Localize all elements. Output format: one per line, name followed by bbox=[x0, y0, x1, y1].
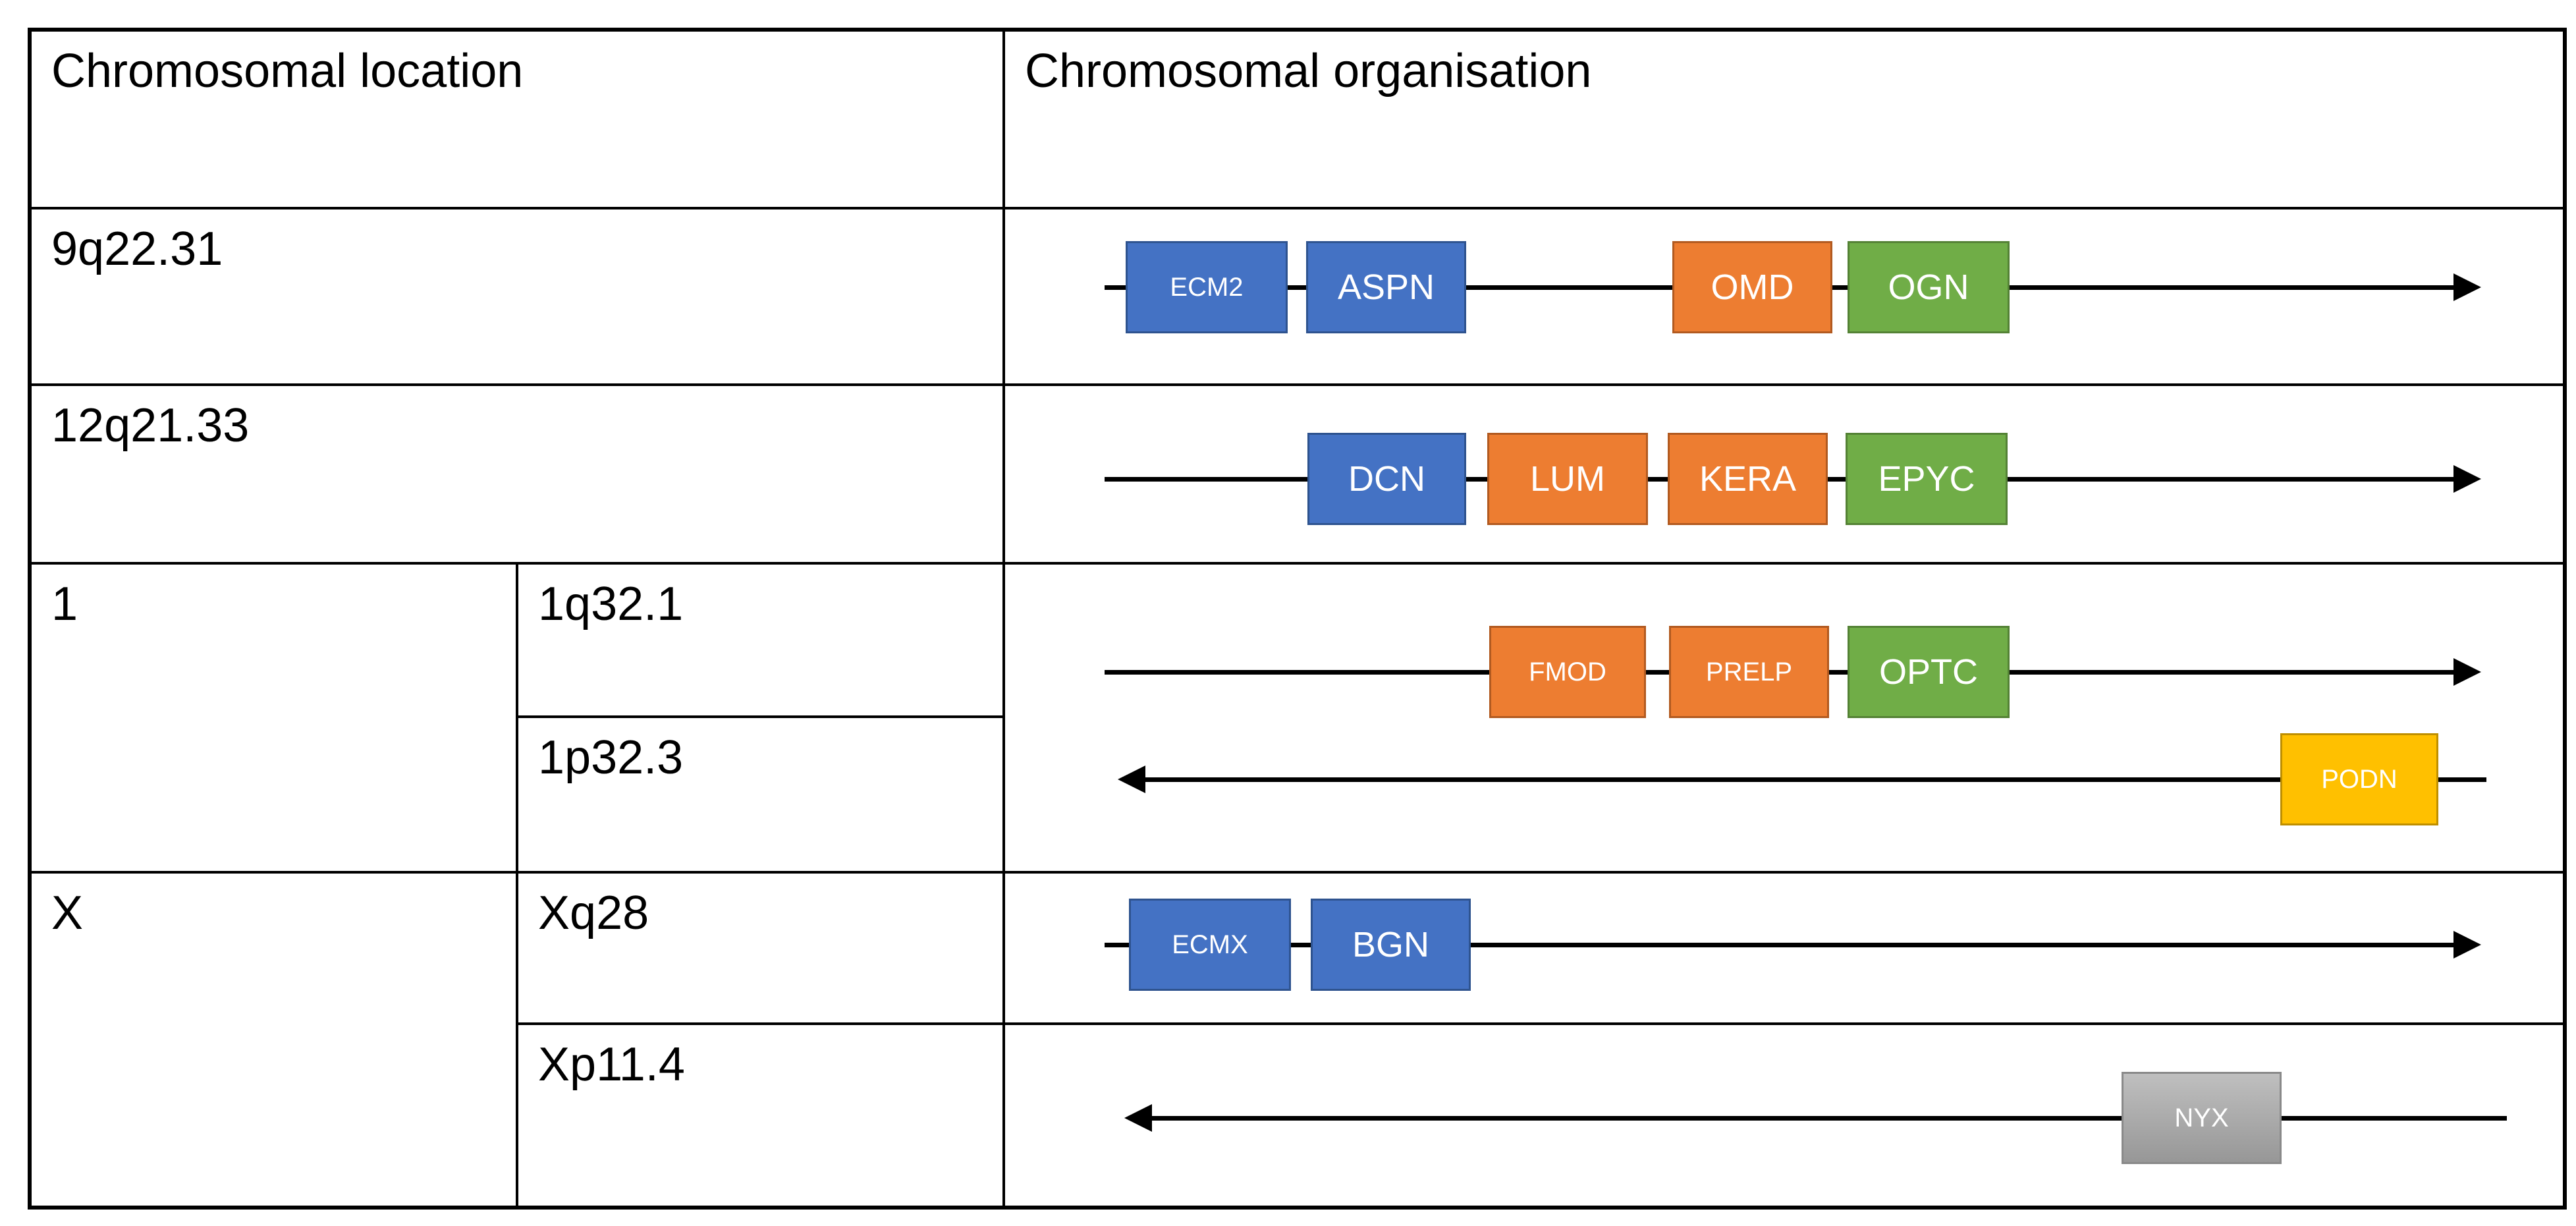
gene-box-aspn: ASPN bbox=[1306, 241, 1466, 333]
location-label-xq28: Xq28 bbox=[516, 871, 1005, 1025]
location-label-1q32-1: 1q32.1 bbox=[516, 562, 1005, 718]
organisation-cell-9q22-31: ECM2 ASPN OMD OGN bbox=[1002, 207, 2566, 386]
gene-box-fmod: FMOD bbox=[1489, 626, 1646, 718]
gene-box-epyc: EPYC bbox=[1846, 433, 2008, 525]
arrowhead-right-icon bbox=[2453, 273, 2481, 301]
row-xq28: X Xq28 ECMX BGN bbox=[28, 871, 2566, 1209]
gene-box-optc: OPTC bbox=[1848, 626, 2010, 718]
organisation-cell-chr1: FMOD PRELP OPTC PODN bbox=[1002, 562, 2566, 874]
gene-box-nyx: NYX bbox=[2122, 1072, 2282, 1164]
organisation-cell-xp11-4: NYX bbox=[1002, 1022, 2566, 1209]
arrowhead-left-icon bbox=[1118, 766, 1145, 793]
location-label-9q22-31: 9q22.31 bbox=[28, 207, 1005, 386]
row-1p32-3: 1p32.3 bbox=[30, 715, 2565, 874]
arrowhead-right-icon bbox=[2453, 931, 2481, 959]
header-chromosomal-organisation: Chromosomal organisation bbox=[1002, 28, 2566, 209]
gene-box-podn: PODN bbox=[2280, 733, 2438, 825]
row-12q21-33: 12q21.33 DCN LUM KERA EPYC bbox=[28, 383, 2566, 565]
gene-box-bgn: BGN bbox=[1311, 899, 1471, 991]
gene-track-line bbox=[1105, 943, 2457, 947]
location-label-12q21-33: 12q21.33 bbox=[28, 383, 1005, 565]
gene-box-ecm2: ECM2 bbox=[1126, 241, 1288, 333]
arrowhead-right-icon bbox=[2453, 658, 2481, 686]
gene-track-line bbox=[1148, 1116, 2507, 1121]
gene-box-prelp: PRELP bbox=[1669, 626, 1829, 718]
gene-box-ecmx: ECMX bbox=[1129, 899, 1291, 991]
chromosome-label-x: X bbox=[28, 871, 518, 1209]
gene-box-omd: OMD bbox=[1672, 241, 1832, 333]
arrowhead-left-icon bbox=[1124, 1104, 1152, 1132]
gene-track-line bbox=[1141, 777, 2486, 782]
gene-box-dcn: DCN bbox=[1307, 433, 1466, 525]
organisation-cell-12q21-33: DCN LUM KERA EPYC bbox=[1002, 383, 2566, 565]
location-label-1p32-3: 1p32.3 bbox=[516, 715, 1005, 874]
row-1q32-1: 1 1q32.1 FMOD PRELP OPTC PODN bbox=[28, 562, 2566, 874]
location-label-xp11-4: Xp11.4 bbox=[516, 1022, 1005, 1209]
header-chromosomal-location: Chromosomal location bbox=[28, 28, 1005, 209]
gene-box-lum: LUM bbox=[1487, 433, 1648, 525]
row-9q22-31: 9q22.31 ECM2 ASPN OMD OGN bbox=[28, 207, 2566, 386]
gene-box-ogn: OGN bbox=[1848, 241, 2010, 333]
gene-box-kera: KERA bbox=[1668, 433, 1828, 525]
header-row: Chromosomal location Chromosomal organis… bbox=[28, 28, 2566, 209]
chromosome-table: Chromosomal location Chromosomal organis… bbox=[28, 28, 2567, 1210]
organisation-cell-xq28: ECMX BGN bbox=[1002, 871, 2566, 1025]
row-xp11-4: Xp11.4 NYX bbox=[30, 1022, 2566, 1209]
chromosome-label-1: 1 bbox=[28, 562, 518, 874]
arrowhead-right-icon bbox=[2453, 465, 2481, 493]
